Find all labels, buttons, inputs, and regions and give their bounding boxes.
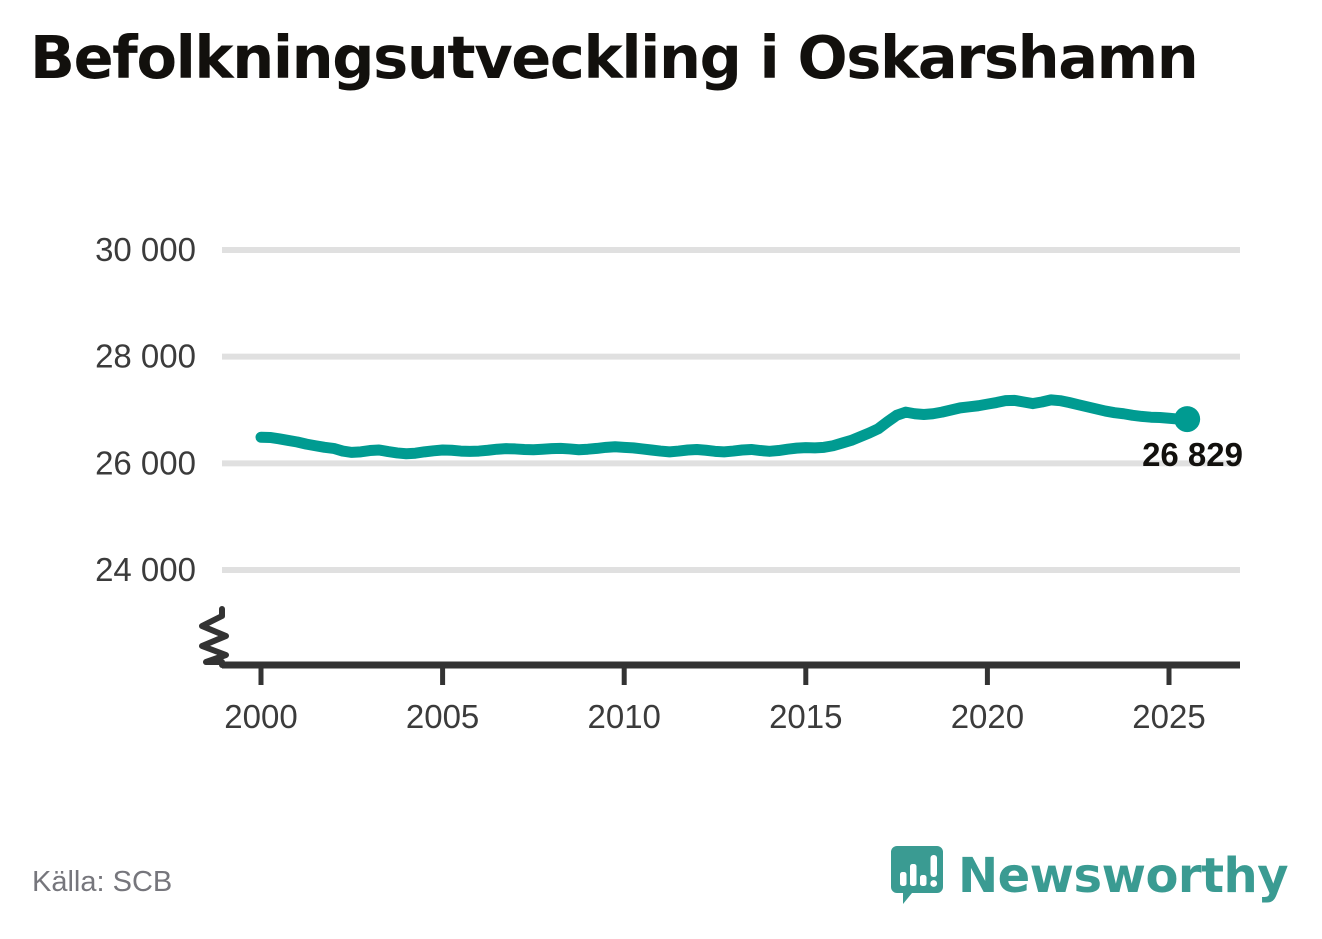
gridlines-group xyxy=(222,247,1240,573)
bar-chart-bubble-icon xyxy=(890,846,943,904)
line-chart-svg: 24 000 26 000 28 000 30 000 2000 2005 2010 201… xyxy=(95,231,1243,735)
x-axis-tick-label: 2020 xyxy=(951,698,1024,735)
x-axis-group xyxy=(222,661,1240,685)
population-line-series xyxy=(255,394,1193,460)
page-title: Befolkningsutveckling i Oskarshamn xyxy=(30,23,1199,92)
newsworthy-logo: Newsworthy xyxy=(890,840,1289,912)
y-axis-tick-label: 26 000 xyxy=(95,444,196,481)
x-axis-tick-label: 2010 xyxy=(587,698,660,735)
y-axis-tick-label: 30 000 xyxy=(95,231,196,268)
x-axis-tick-label: 2005 xyxy=(406,698,479,735)
y-axis-tick-label: 28 000 xyxy=(95,338,196,375)
x-axis-tick-label: 2015 xyxy=(769,698,842,735)
source-note: Källa: SCB xyxy=(32,866,173,898)
y-axis-tick-label: 24 000 xyxy=(95,551,196,588)
axis-break-zigzag xyxy=(199,606,229,668)
series-endpoint-marker xyxy=(1174,406,1201,433)
y-axis-break-icon xyxy=(199,606,229,668)
chart-plot-area: 24 000 26 000 28 000 30 000 2000 2005 2010 201… xyxy=(95,231,1243,735)
series-end-value-label: 26 829 xyxy=(1142,436,1243,473)
brand-wordmark: Newsworthy xyxy=(957,848,1289,904)
x-axis-tick-label: 2025 xyxy=(1132,698,1205,735)
x-axis-tick-labels: 2000 2005 2010 2015 2020 2025 xyxy=(224,698,1205,735)
y-axis-tick-labels: 24 000 26 000 28 000 30 000 xyxy=(95,231,196,588)
x-axis-tick-label: 2000 xyxy=(224,698,297,735)
